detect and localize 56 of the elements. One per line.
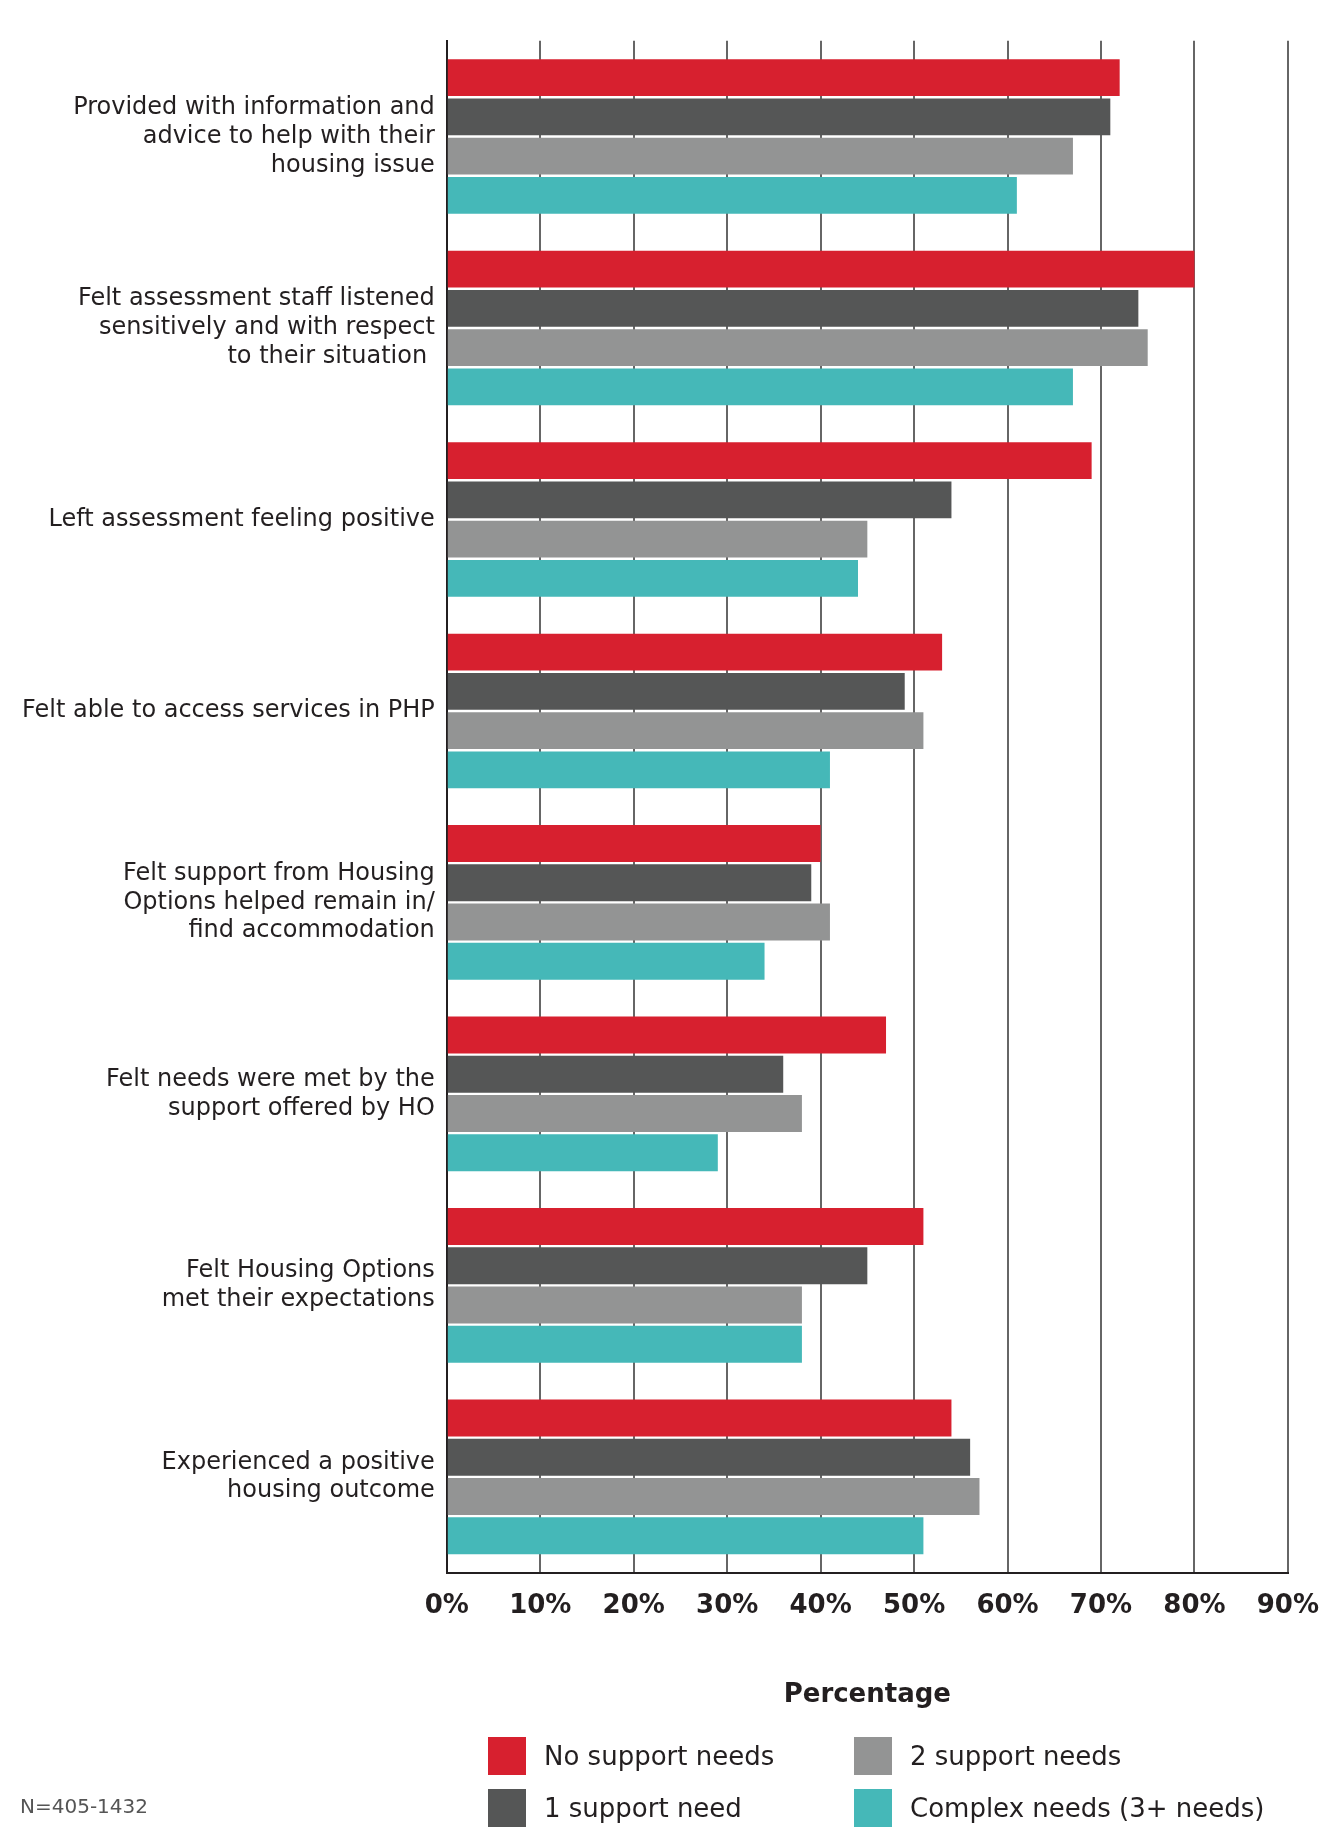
y-tick-label: Left assessment feeling positive xyxy=(48,503,435,532)
x-tick-label: 10% xyxy=(509,1588,572,1619)
bar xyxy=(447,903,830,941)
bar xyxy=(447,442,1092,480)
x-tick-label: 80% xyxy=(1163,1588,1226,1619)
bar xyxy=(447,1478,980,1515)
bar xyxy=(447,1016,887,1054)
bar xyxy=(447,481,952,519)
bar xyxy=(447,329,1148,367)
bar xyxy=(447,633,943,671)
bar xyxy=(447,1055,784,1093)
bar xyxy=(447,520,868,558)
y-tick-label: Felt Housing Options met their expectations xyxy=(161,1255,435,1313)
bar xyxy=(447,1325,802,1363)
x-tick-label: 90% xyxy=(1256,1588,1319,1619)
y-tick-label: Felt able to access services in PHP xyxy=(22,695,435,724)
bar xyxy=(447,1399,952,1437)
bar xyxy=(447,137,1073,175)
bar xyxy=(447,751,830,789)
bar xyxy=(447,1095,802,1132)
legend-label: No support needs xyxy=(544,1741,775,1771)
legend-label: 1 support need xyxy=(544,1793,742,1823)
x-tick-label: 0% xyxy=(424,1588,469,1619)
bar xyxy=(447,1438,971,1476)
x-axis-title: Percentage xyxy=(783,1678,951,1709)
bar xyxy=(447,559,858,597)
bar xyxy=(447,176,1017,214)
bar xyxy=(447,672,905,710)
bar xyxy=(447,712,924,750)
y-tick-label: Provided with information and advice to help with their housing issue xyxy=(73,91,435,178)
y-tick-label: Felt assessment staff listened sensitively and with respect to their situation xyxy=(77,283,435,370)
x-tick-label: 20% xyxy=(602,1588,665,1619)
y-tick-label: Felt needs were met by the support offered by HO xyxy=(105,1063,435,1121)
y-tick-label: Felt support from Housing Options helped remain in/ find accommodation xyxy=(123,857,436,944)
x-tick-label: 60% xyxy=(976,1588,1039,1619)
bar xyxy=(447,250,1195,288)
legend-label: Complex needs (3+ needs) xyxy=(910,1793,1265,1823)
bar xyxy=(447,1134,718,1172)
bar xyxy=(447,1247,868,1285)
text: N=405-1432 xyxy=(20,1794,149,1818)
legend-label: 2 support needs xyxy=(910,1741,1122,1771)
x-tick-label: 30% xyxy=(696,1588,759,1619)
bar xyxy=(447,368,1073,406)
y-tick-label: Experienced a positive housing outcome xyxy=(161,1446,435,1504)
bar xyxy=(447,289,1139,327)
bar xyxy=(447,59,1120,97)
bar xyxy=(447,864,812,902)
x-tick-label: 70% xyxy=(1069,1588,1133,1619)
bar xyxy=(447,1286,802,1324)
bar xyxy=(447,1517,924,1555)
bar xyxy=(447,1208,924,1245)
x-tick-label: 50% xyxy=(882,1588,946,1619)
x-tick-label: 40% xyxy=(789,1588,852,1619)
bar xyxy=(447,825,821,863)
bar xyxy=(447,98,1111,136)
bar xyxy=(447,942,765,980)
